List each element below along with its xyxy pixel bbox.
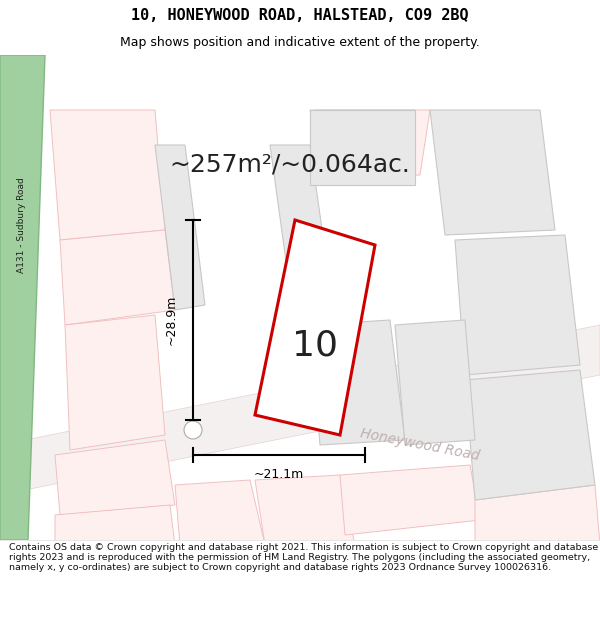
- Text: ~21.1m: ~21.1m: [254, 469, 304, 481]
- Text: A131 - Sudbury Road: A131 - Sudbury Road: [17, 177, 26, 273]
- Polygon shape: [255, 220, 375, 435]
- Text: Honeywood Road: Honeywood Road: [359, 426, 481, 464]
- Text: Map shows position and indicative extent of the property.: Map shows position and indicative extent…: [120, 36, 480, 49]
- Polygon shape: [310, 110, 425, 145]
- Text: 10, HONEYWOOD ROAD, HALSTEAD, CO9 2BQ: 10, HONEYWOOD ROAD, HALSTEAD, CO9 2BQ: [131, 8, 469, 23]
- Polygon shape: [0, 325, 600, 495]
- Polygon shape: [455, 235, 580, 375]
- Polygon shape: [50, 110, 165, 240]
- Polygon shape: [310, 320, 405, 445]
- Polygon shape: [475, 485, 600, 545]
- Polygon shape: [0, 55, 45, 540]
- Polygon shape: [340, 465, 480, 535]
- Polygon shape: [255, 475, 355, 545]
- Polygon shape: [155, 145, 205, 310]
- Polygon shape: [270, 145, 330, 290]
- Polygon shape: [60, 230, 175, 325]
- Text: Contains OS data © Crown copyright and database right 2021. This information is : Contains OS data © Crown copyright and d…: [9, 542, 598, 572]
- Polygon shape: [465, 370, 595, 500]
- Polygon shape: [55, 440, 175, 515]
- Polygon shape: [310, 110, 430, 180]
- Text: ~257m²/~0.064ac.: ~257m²/~0.064ac.: [170, 153, 410, 177]
- Text: ~28.9m: ~28.9m: [164, 295, 178, 345]
- Polygon shape: [430, 110, 555, 235]
- Polygon shape: [310, 110, 415, 185]
- Polygon shape: [55, 505, 175, 545]
- Polygon shape: [175, 480, 265, 545]
- Polygon shape: [65, 315, 165, 450]
- Polygon shape: [395, 320, 475, 445]
- Circle shape: [184, 421, 202, 439]
- Text: 10: 10: [292, 328, 338, 362]
